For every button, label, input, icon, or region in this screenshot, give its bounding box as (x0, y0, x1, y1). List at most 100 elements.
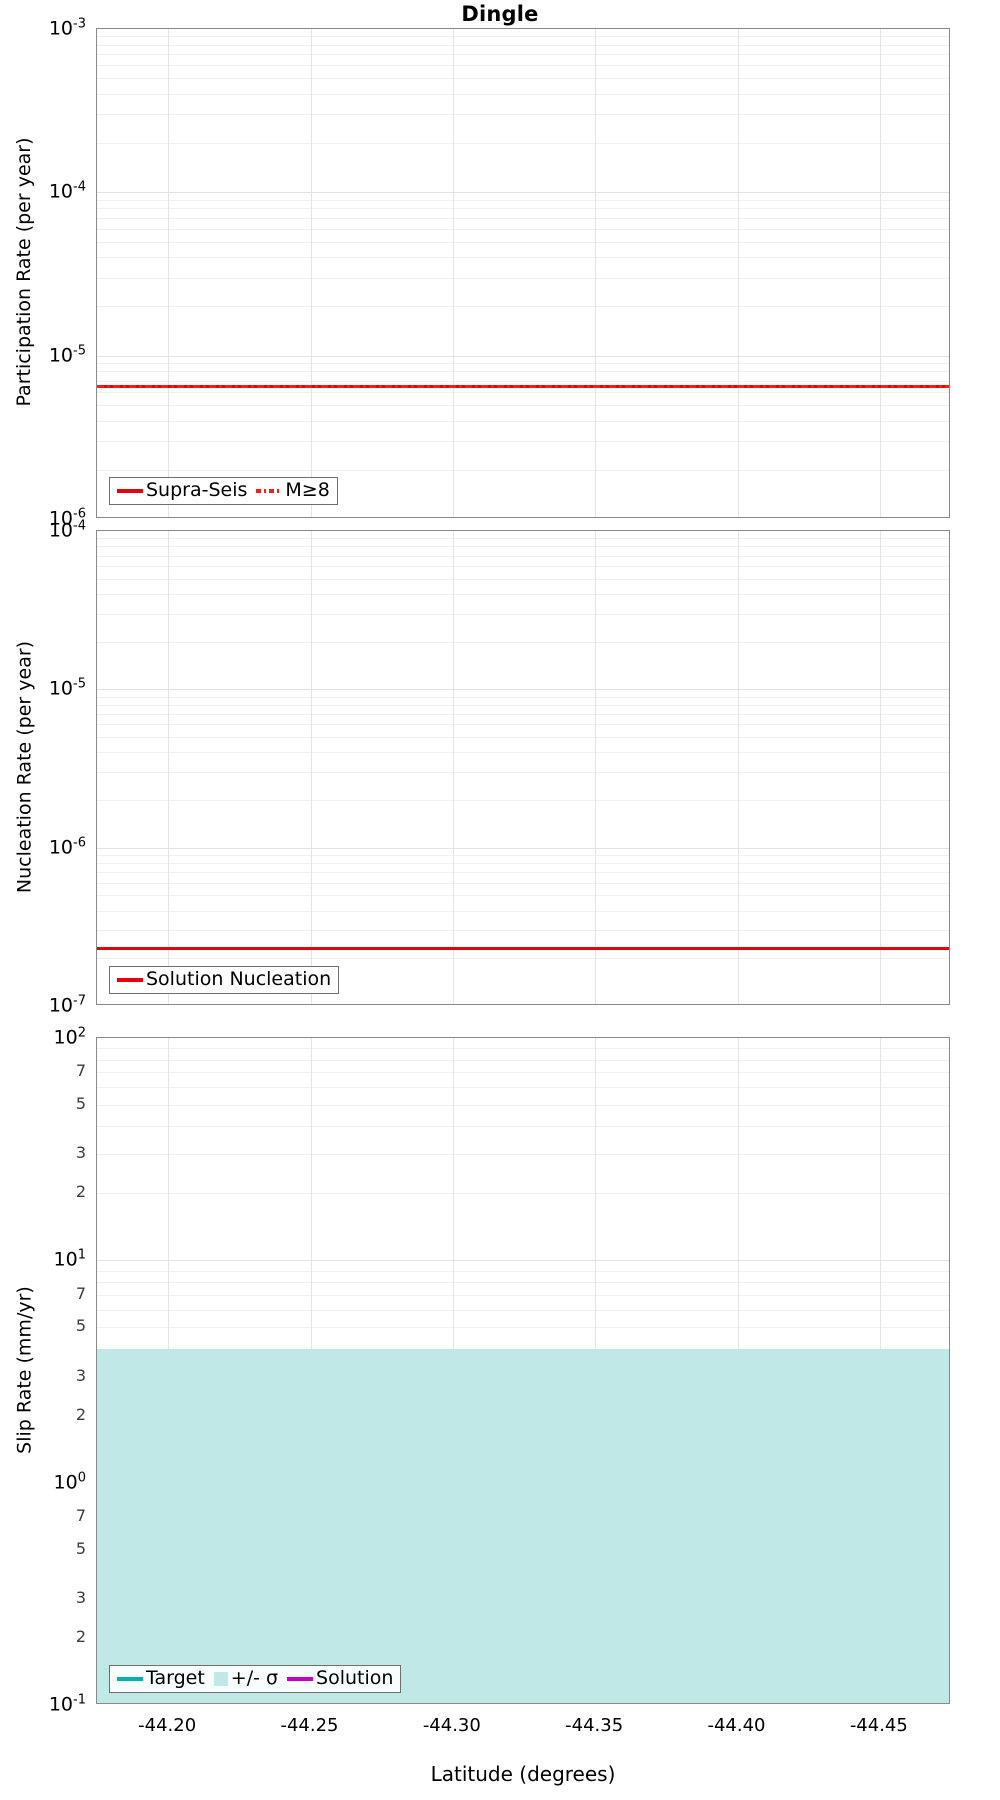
gridline-horizontal (97, 1154, 949, 1156)
y-tick-label: 5 (75, 1538, 86, 1558)
y-tick-label: 100 (53, 1469, 86, 1494)
gridline-horizontal (97, 800, 949, 801)
page-title: Dingle (461, 2, 539, 26)
y-tick-label: 10-6 (48, 834, 86, 859)
x-tick-label: -44.25 (280, 1715, 339, 1736)
panel-slip-rate: Target +/- σ Solution (96, 1037, 950, 1704)
gridline-horizontal (97, 1294, 949, 1296)
gridline-vertical (879, 29, 881, 517)
gridline-horizontal (97, 78, 949, 80)
gridline-horizontal (97, 1104, 949, 1106)
y-tick-label: 7 (75, 1506, 86, 1526)
legend-label: M≥8 (285, 479, 330, 501)
y-tick-label: 3 (75, 1365, 86, 1385)
y-tick-label: 3 (75, 1143, 86, 1163)
gridline-horizontal (97, 689, 949, 691)
gridline-vertical (737, 531, 739, 1004)
plot-area-participation (97, 29, 949, 517)
legend-participation[interactable]: Supra-Seis M≥8 (109, 477, 338, 505)
legend-entry[interactable]: M≥8 (256, 479, 330, 501)
gridline-horizontal (97, 854, 949, 856)
legend-entry[interactable]: Solution Nucleation (117, 970, 331, 989)
gridline-horizontal (97, 199, 949, 201)
gridline-horizontal (97, 872, 949, 874)
gridline-horizontal (97, 277, 949, 279)
gridline-horizontal (97, 546, 949, 548)
gridline-horizontal (97, 1059, 949, 1061)
gridline-horizontal (97, 54, 949, 56)
gridline-horizontal (97, 1327, 949, 1329)
gridline-horizontal (97, 752, 949, 754)
gridline-horizontal (97, 65, 949, 67)
legend-sliprate[interactable]: Target +/- σ Solution (109, 1665, 402, 1693)
gridline-vertical (452, 29, 454, 517)
gridline-vertical (310, 29, 312, 517)
gridline-horizontal (97, 613, 949, 615)
legend-entry[interactable]: +/- σ (213, 1669, 278, 1688)
legend-swatch-patch-icon (213, 1671, 228, 1686)
y-tick-label: 5 (75, 1093, 86, 1113)
legend-nucleation[interactable]: Solution Nucleation (109, 966, 340, 994)
gridline-horizontal (97, 420, 949, 422)
gridline-horizontal (97, 555, 949, 557)
x-tick-label: -44.40 (707, 1715, 766, 1736)
gridline-horizontal (97, 538, 949, 540)
legend-swatch-line-icon (117, 1676, 143, 1681)
panel-participation-rate: Supra-Seis M≥8 (96, 28, 950, 518)
legend-label: Solution Nucleation (146, 968, 332, 990)
legend-label: Target (146, 1667, 205, 1689)
legend-label: Solution (316, 1667, 394, 1689)
gridline-horizontal (97, 44, 949, 46)
y-tick-label: 10-6 (48, 506, 86, 530)
gridline-horizontal (97, 217, 949, 219)
gridline-horizontal (97, 192, 949, 194)
gridline-horizontal (97, 1193, 949, 1195)
y-tick-label: 7 (75, 1283, 86, 1303)
legend-swatch-line-icon (256, 488, 283, 493)
gridline-horizontal (97, 1270, 949, 1272)
legend-swatch-line-icon (287, 1676, 314, 1681)
series-solution-nucleation (97, 947, 949, 951)
gridline-vertical (452, 531, 454, 1004)
legend-entry[interactable]: Supra-Seis (117, 481, 247, 500)
gridline-horizontal (97, 910, 949, 912)
x-tick-label: -44.45 (849, 1715, 908, 1736)
gridline-horizontal (97, 363, 949, 365)
gridline-horizontal (97, 713, 949, 715)
gridline-horizontal (97, 114, 949, 116)
y-tick-label: 101 (53, 1247, 86, 1271)
gridline-horizontal (97, 578, 949, 580)
gridline-horizontal (97, 1309, 949, 1311)
y-tick-label: 10-4 (48, 518, 86, 542)
gridline-horizontal (97, 391, 949, 393)
legend-label: Supra-Seis (146, 479, 248, 501)
legend-entry[interactable]: Solution (287, 1669, 393, 1688)
gridline-horizontal (97, 355, 949, 357)
y-tick-label: 5 (75, 1316, 86, 1336)
gridline-horizontal (97, 1126, 949, 1128)
y-tick-label: 3 (75, 1587, 86, 1607)
gridline-horizontal (97, 241, 949, 243)
x-tick-label: -44.20 (138, 1715, 197, 1736)
gridline-horizontal (97, 847, 949, 849)
plot-area-nucleation (97, 531, 949, 1004)
gridline-horizontal (97, 143, 949, 145)
legend-entry[interactable]: Target (117, 1669, 205, 1688)
gridline-horizontal (97, 594, 949, 595)
y-tick-label: 10-5 (48, 342, 86, 367)
gridline-horizontal (97, 704, 949, 706)
y-tick-label: 10-4 (48, 179, 86, 203)
x-axis-label: Latitude (degrees) (430, 1762, 616, 1786)
x-tick-label: -44.35 (565, 1715, 624, 1736)
y-axis-label-nucleation: Nucleation Rate (per year) (13, 640, 35, 893)
gridline-horizontal (97, 930, 949, 932)
gridline-vertical (310, 531, 312, 1004)
series-sigma-band (97, 1348, 949, 1703)
y-tick-label: 10-1 (48, 1692, 86, 1716)
gridline-horizontal (97, 208, 949, 210)
gridline-horizontal (97, 895, 949, 897)
gridline-horizontal (97, 306, 949, 308)
gridline-horizontal (97, 93, 949, 95)
gridline-horizontal (97, 736, 949, 738)
y-tick-label: 10-5 (48, 676, 86, 700)
